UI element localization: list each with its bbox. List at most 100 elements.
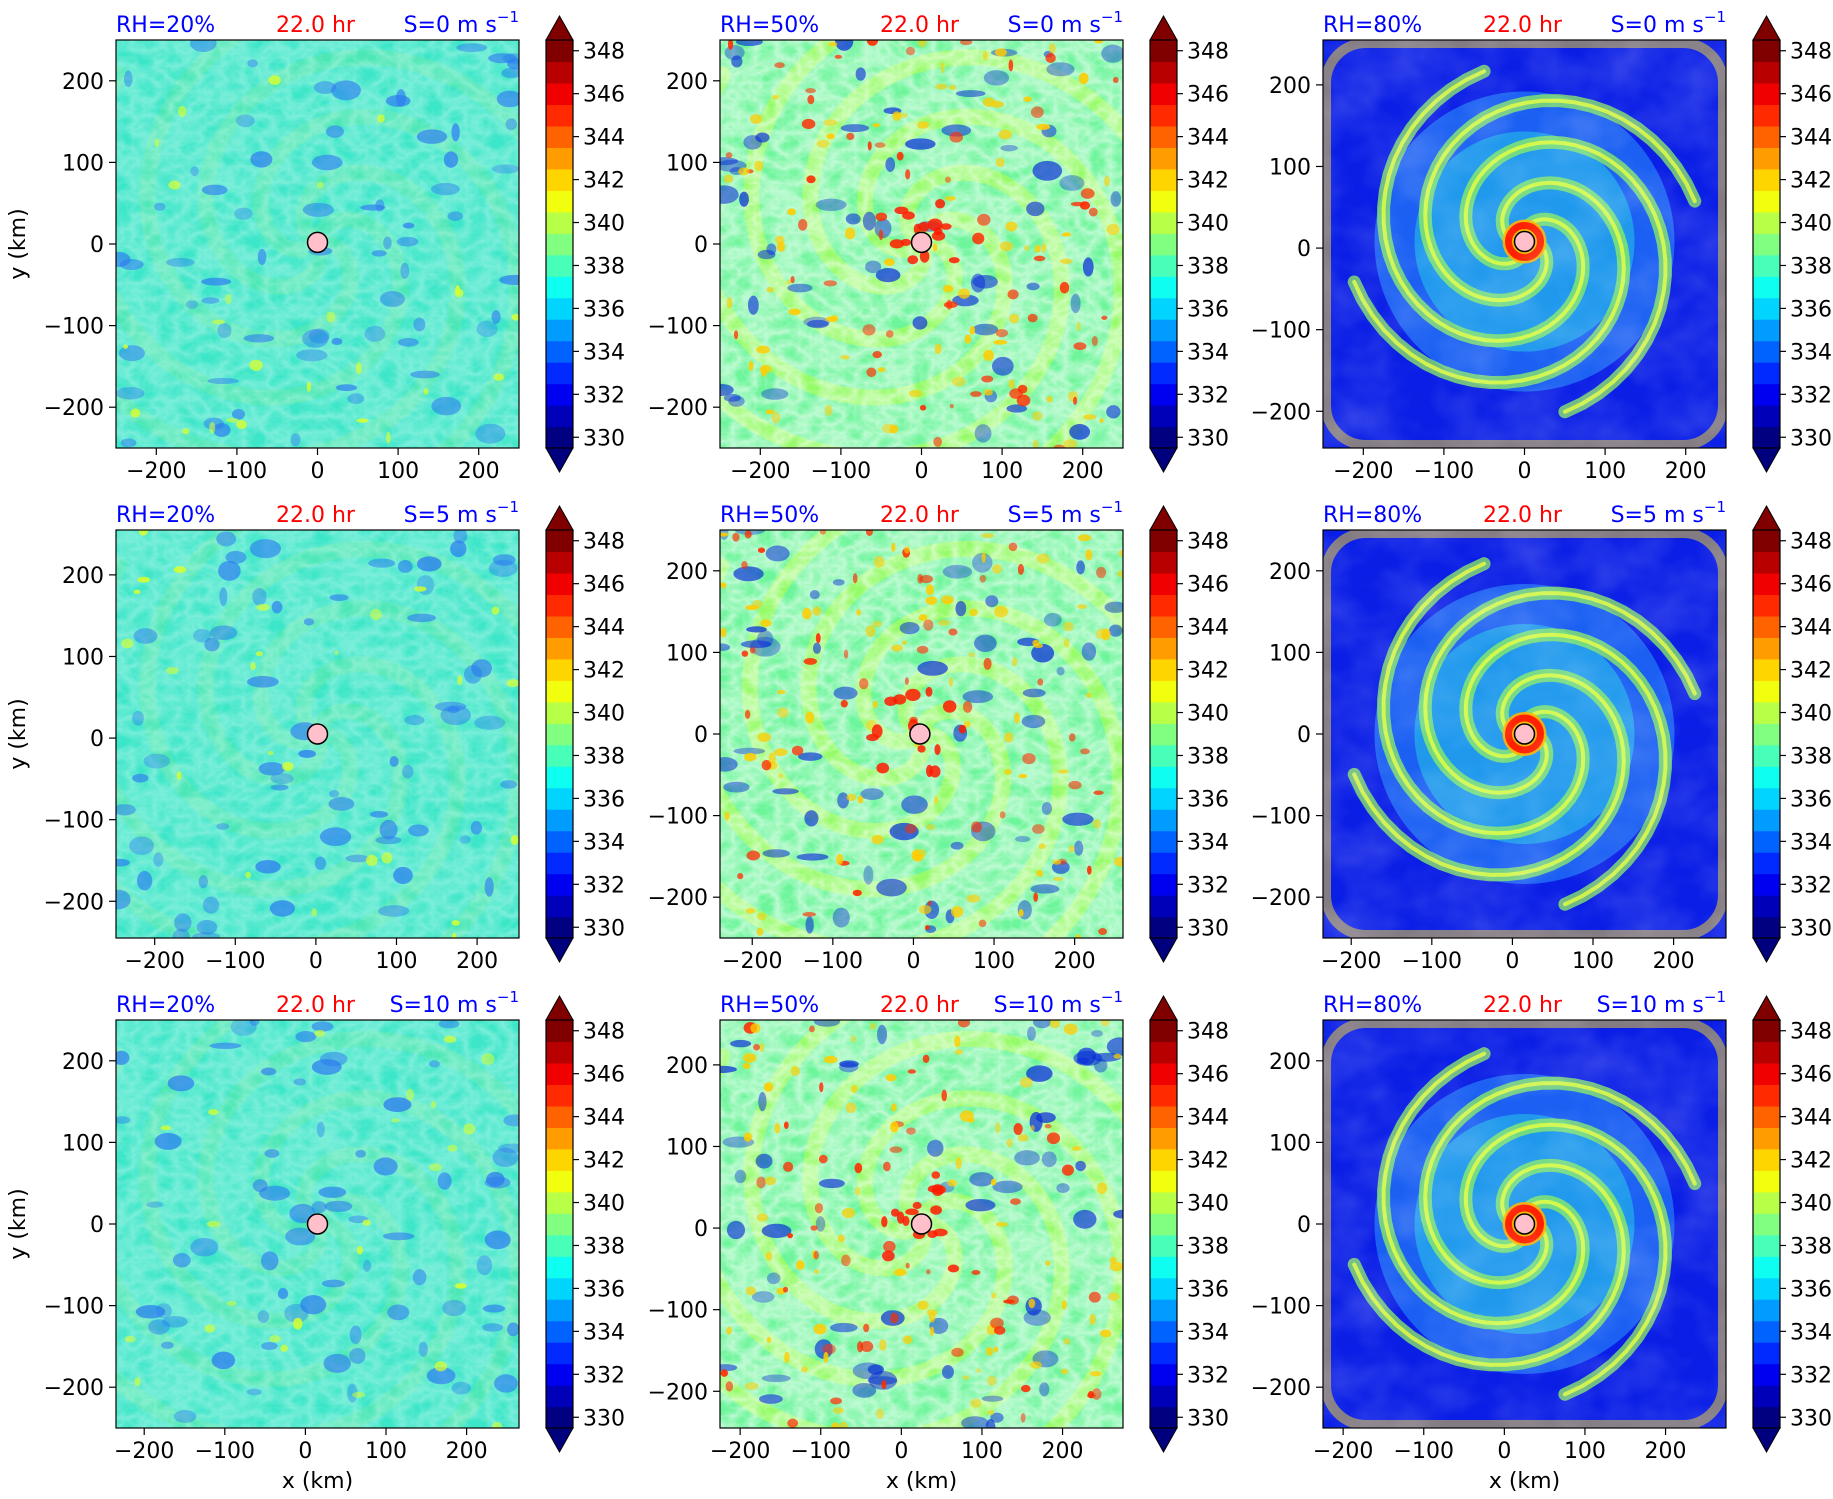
low-theta-blob	[983, 70, 1010, 86]
core-hot-blob	[907, 255, 919, 265]
colorbar-tick-label: 332	[1187, 873, 1229, 898]
high-theta-blob	[919, 404, 927, 411]
colorbar-tick-label: 344	[1187, 1106, 1229, 1131]
y-tick-label: 200	[666, 560, 708, 585]
high-theta-blob	[866, 367, 877, 378]
colorbar-tick-label: 344	[1187, 616, 1229, 641]
core-hot-blob	[918, 221, 930, 232]
high-theta-blob	[168, 180, 181, 190]
colorbar-band	[546, 297, 573, 320]
low-theta-blob	[470, 820, 483, 835]
low-theta-blob	[1076, 560, 1085, 575]
y-tick-label: 200	[62, 1050, 104, 1075]
high-theta-blob	[906, 1127, 916, 1135]
colorbar-frame	[1149, 1019, 1178, 1429]
low-theta-blob	[1006, 404, 1028, 413]
colorbar-band	[546, 916, 573, 939]
high-theta-blob	[937, 619, 951, 626]
high-theta-blob	[942, 285, 954, 293]
colorbar-band	[546, 551, 573, 574]
low-theta-blob	[761, 1374, 791, 1383]
high-theta-blob	[1097, 1182, 1108, 1195]
low-theta-blob	[413, 317, 426, 332]
colorbar-band	[1753, 701, 1780, 724]
high-theta-blob	[1059, 258, 1073, 264]
high-theta-blob	[282, 761, 294, 771]
low-theta-blob	[318, 1186, 347, 1198]
low-theta-blob	[219, 587, 228, 606]
colorbar-tick-label: 338	[583, 254, 625, 279]
high-theta-blob	[1019, 1077, 1033, 1088]
low-theta-blob	[260, 1067, 277, 1076]
low-theta-blob	[368, 558, 396, 568]
x-tick-label: −200	[124, 949, 184, 974]
high-theta-blob	[1078, 72, 1089, 85]
colorbar-extend-max	[1149, 994, 1178, 1021]
high-theta-blob	[931, 1171, 941, 1179]
colorbar-tick-label: 346	[1187, 1063, 1229, 1088]
high-theta-blob	[969, 325, 976, 335]
high-theta-blob	[1008, 542, 1018, 552]
low-theta-blob	[118, 345, 145, 362]
high-theta-blob	[1076, 321, 1081, 332]
core-hot-blob	[905, 688, 921, 702]
storm-center-marker	[909, 723, 931, 745]
core-hot-blob	[933, 227, 943, 236]
x-tick-label: 200	[446, 1439, 488, 1464]
core-hot-blob	[896, 1211, 905, 1224]
colorbar-tick-label: 344	[583, 616, 625, 641]
high-theta-blob	[405, 1088, 415, 1101]
high-theta-blob	[993, 1346, 999, 1353]
high-theta-blob	[787, 1418, 799, 1428]
high-theta-blob	[204, 1324, 216, 1333]
low-theta-blob	[363, 1259, 372, 1272]
colorbar-tick-label: 346	[1790, 83, 1832, 108]
high-theta-blob	[890, 1121, 899, 1133]
colorbar-band	[1150, 1256, 1177, 1279]
colorbar-band	[1150, 916, 1177, 939]
x-tick-label: −100	[803, 949, 863, 974]
core-hot-blob	[919, 250, 930, 263]
low-theta-blob	[360, 204, 386, 211]
low-theta-blob	[981, 1395, 1004, 1402]
high-theta-blob	[825, 316, 838, 322]
low-theta-blob	[474, 715, 506, 730]
colorbar-tick-label: 336	[1790, 1277, 1832, 1302]
high-theta-blob	[726, 297, 733, 309]
y-tick-label: −200	[1251, 1376, 1311, 1401]
low-theta-blob	[1077, 1047, 1097, 1066]
core-hot-blob	[893, 694, 907, 705]
panel-rh50-s10: −200 −100 0 100 200 −200 −100 0 100 200 x (km) RH=5…	[648, 988, 1229, 1494]
x-tick-label: −100	[195, 1439, 255, 1464]
colorbar-band	[1753, 1020, 1780, 1043]
colorbar-band	[1753, 1191, 1780, 1214]
low-theta-blob	[393, 866, 413, 885]
colorbar-band	[1753, 744, 1780, 767]
high-theta-blob	[845, 1102, 857, 1114]
colorbar-band	[546, 809, 573, 832]
high-theta-blob	[962, 701, 973, 713]
high-theta-blob	[774, 748, 788, 757]
colorbar-frame	[545, 529, 574, 939]
x-axis-label: x (km)	[282, 1469, 353, 1494]
storm-center-marker	[1513, 1213, 1536, 1235]
high-theta-blob	[1099, 418, 1104, 423]
high-theta-blob	[981, 533, 995, 538]
low-theta-blob	[216, 823, 230, 830]
low-theta-blob	[1046, 62, 1075, 77]
high-theta-blob	[970, 1398, 982, 1408]
colorbar-band	[1150, 1148, 1177, 1171]
colorbar-tick-label: 338	[583, 1234, 625, 1259]
y-tick-label: −100	[1251, 805, 1311, 830]
high-theta-blob	[959, 40, 973, 46]
high-theta-blob	[1116, 570, 1123, 578]
colorbar-band	[1150, 82, 1177, 106]
colorbar-tick-label: 330	[1790, 1406, 1832, 1431]
high-theta-blob	[843, 649, 849, 659]
colorbar-tick-label: 342	[583, 1149, 625, 1174]
high-theta-blob	[749, 114, 763, 125]
colorbar-tick-label: 338	[1790, 254, 1832, 279]
low-theta-blob	[952, 294, 979, 307]
high-theta-blob	[883, 258, 895, 267]
y-tick-label: −200	[44, 1376, 104, 1401]
